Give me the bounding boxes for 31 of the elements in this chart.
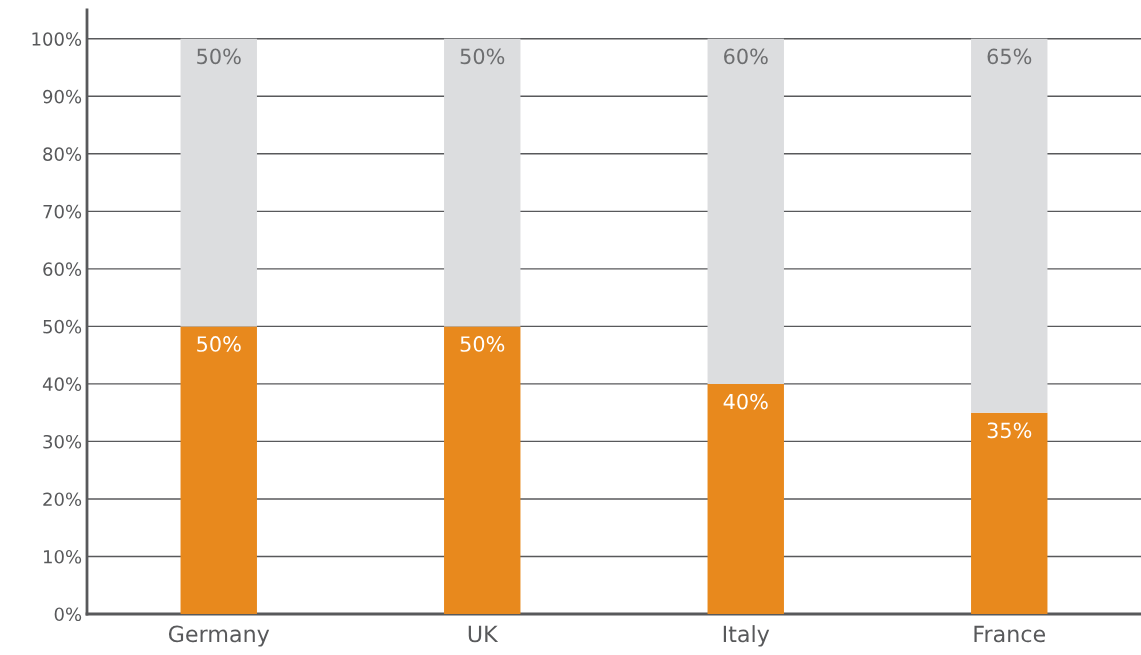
data-label: 35%: [987, 422, 1032, 439]
y-tick-label: 20%: [43, 492, 82, 507]
bar: [444, 326, 521, 614]
y-tick-label: 90%: [43, 89, 82, 104]
data-label: 50%: [460, 48, 505, 65]
bar: [180, 38, 257, 327]
y-tick-label: 100%: [32, 32, 82, 46]
bar: [444, 38, 521, 327]
data-label: 50%: [460, 336, 505, 352]
y-tick-label: 50%: [43, 319, 82, 334]
y-tick-label: 0%: [54, 607, 82, 622]
y-tick-label: 40%: [42, 377, 82, 392]
bar: [180, 326, 257, 614]
bar: [707, 38, 784, 384]
x-tick-label: UK: [468, 625, 499, 643]
y-tick-label: 30%: [43, 434, 82, 449]
data-label: 50%: [197, 336, 241, 352]
y-tick-label: 10%: [43, 549, 82, 564]
y-tick-label: 80%: [43, 147, 82, 161]
x-tick-label: Germany: [168, 625, 270, 647]
data-label: 50%: [197, 48, 241, 65]
y-tick-label: 60%: [43, 262, 82, 276]
data-label: 60%: [724, 48, 768, 65]
data-label: 65%: [987, 48, 1032, 65]
x-tick-label: Italy: [723, 625, 770, 647]
bar: [971, 412, 1048, 614]
bar: [707, 383, 784, 614]
x-tick-label: France: [974, 625, 1046, 643]
bar: [971, 38, 1048, 413]
data-label: 40%: [723, 393, 768, 410]
y-tick-label: 70%: [43, 204, 82, 219]
